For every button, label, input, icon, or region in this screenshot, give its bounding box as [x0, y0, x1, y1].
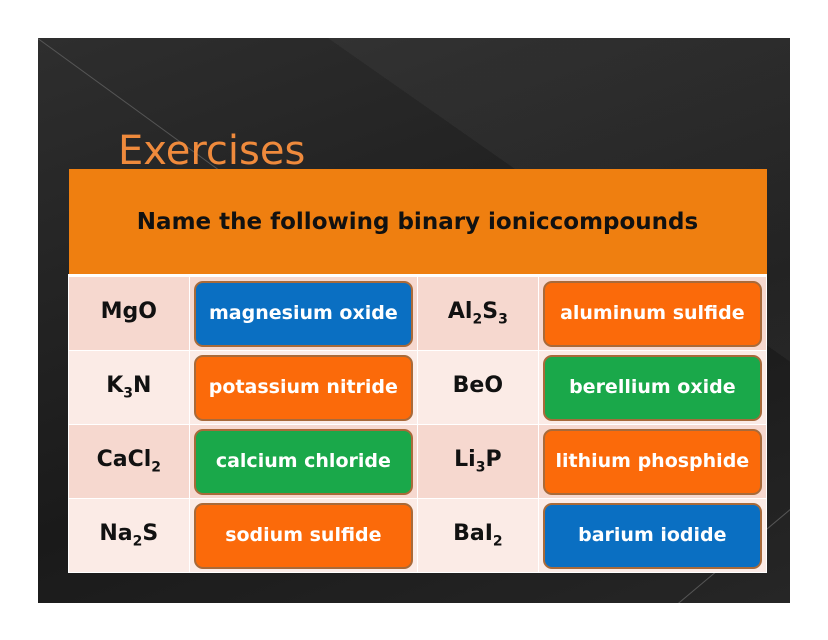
formula-part: CaCl	[96, 447, 152, 473]
answer-cell: barium iodide	[537, 498, 768, 573]
subscript: 3	[498, 311, 508, 328]
formula-cell: K3N	[68, 350, 190, 425]
answer-cell: berellium oxide	[537, 350, 768, 425]
table-row: CaCl2 calcium chloride Li3P lithium phosphi…	[68, 424, 768, 499]
table-row: MgO magnesium oxide Al2S3 aluminum sulfide	[68, 275, 768, 351]
formula-part: Be	[452, 373, 485, 399]
formula-cell: BaI2	[417, 498, 539, 573]
formula-part: P	[485, 447, 502, 473]
formula-cell: Al2S3	[417, 275, 539, 351]
answer-box: potassium nitride	[193, 354, 414, 421]
formula-part: Na	[99, 521, 133, 547]
answer-box: barium iodide	[542, 502, 762, 569]
formula-part: BaI	[453, 521, 493, 547]
formula-part: O	[138, 299, 157, 325]
answer-cell: aluminum sulfide	[537, 275, 768, 351]
formula-part: N	[133, 373, 152, 399]
formula-part: Mg	[100, 299, 139, 325]
subscript: 2	[472, 311, 483, 328]
slide-title: Exercises	[118, 128, 306, 174]
table-row: Na2S sodium sulfide BaI2 barium iodide	[68, 498, 768, 573]
table-row: K3N potassium nitride BeO berellium oxide	[68, 350, 768, 425]
formula-part: S	[482, 299, 499, 325]
answer-box: lithium phosphide	[542, 428, 762, 495]
answer-cell: lithium phosphide	[537, 424, 768, 499]
slide: Exercises Name the following binary ioni…	[38, 38, 790, 603]
answer-cell: potassium nitride	[188, 350, 419, 425]
answer-box: berellium oxide	[542, 354, 762, 421]
subscript: 2	[132, 533, 143, 550]
formula-cell: BeO	[417, 350, 539, 425]
subscript: 2	[492, 533, 503, 550]
answer-box: calcium chloride	[193, 428, 414, 495]
answer-box: magnesium oxide	[193, 280, 414, 347]
answer-cell: calcium chloride	[188, 424, 419, 499]
answer-cell: sodium sulfide	[188, 498, 419, 573]
answer-box: sodium sulfide	[193, 502, 414, 569]
formula-cell: CaCl2	[68, 424, 190, 499]
formula-cell: MgO	[68, 275, 190, 351]
answer-cell: magnesium oxide	[188, 275, 419, 351]
formula-part: O	[484, 373, 504, 399]
formula-part: Li	[454, 447, 476, 473]
formula-part: S	[142, 521, 159, 547]
compounds-table: Name the following binary ioniccompounds…	[68, 169, 768, 573]
formula-cell: Li3P	[417, 424, 539, 499]
table-header: Name the following binary ioniccompounds	[68, 169, 767, 277]
answer-box: aluminum sulfide	[542, 280, 762, 347]
formula-part: K	[106, 373, 124, 399]
formula-cell: Na2S	[68, 498, 190, 573]
subscript: 2	[151, 459, 162, 476]
subscript: 3	[475, 459, 486, 476]
formula-part: Al	[447, 299, 473, 325]
subscript: 3	[123, 385, 134, 402]
